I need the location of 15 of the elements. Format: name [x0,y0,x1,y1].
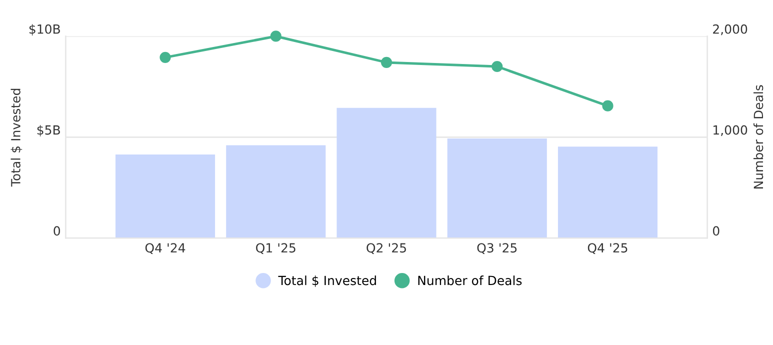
y2-tick-label: 2,000 [713,24,748,36]
legend-label: Total $ Invested [278,276,376,287]
y2-tick-label: 0 [712,226,720,236]
y-axis-title: Total $ Invested [10,88,22,187]
x-tick-label: Q2 '25 [366,243,406,254]
y2-tick-label: 1,000 [714,125,748,136]
y-tick-label: 0 [54,226,60,236]
x-tick-label: Q4 '25 [588,243,628,254]
legend-label: Number of Deals [418,276,522,286]
x-tick-label: Q4 '24 [145,243,186,254]
y-tick-label: $5B [37,125,60,136]
y-tick-label: $10B [29,24,60,36]
x-tick-label: Q1 '25 [256,243,296,254]
y2-axis-title: Number of Deals [753,85,764,188]
x-tick-label: Q3 '25 [477,243,517,254]
